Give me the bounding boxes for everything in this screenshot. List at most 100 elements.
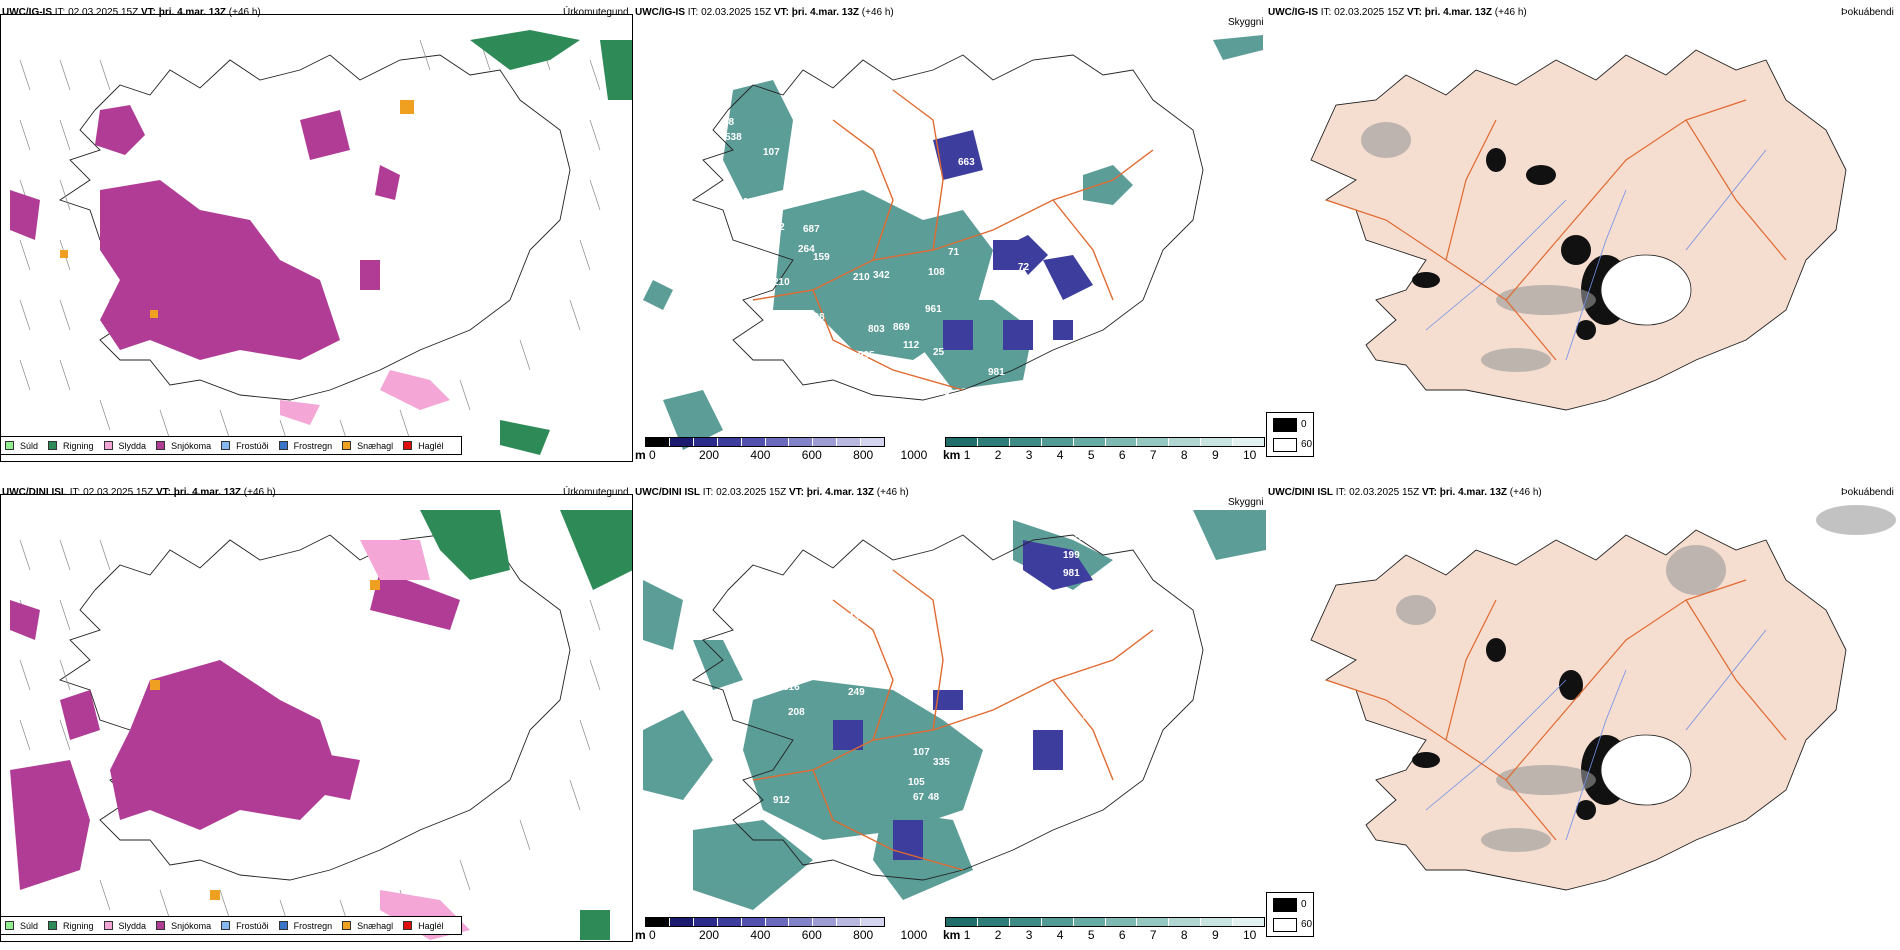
colorbar-swatch bbox=[789, 918, 814, 926]
precip-legend: Súld Rigning Slydda Snjókoma Frostúði Fr… bbox=[0, 916, 462, 935]
rain-areas bbox=[420, 510, 633, 940]
colorbar-swatch bbox=[1169, 918, 1202, 926]
fog-panel-bottom: UWC/DINI ISL IT: 02.03.2025 15Z VT: þri.… bbox=[1266, 480, 1900, 950]
sleet-areas bbox=[280, 370, 450, 425]
cloud-base-label: 316 bbox=[783, 682, 800, 693]
cloud-base-label: 105 bbox=[908, 777, 925, 788]
colorbar-swatch bbox=[646, 438, 670, 446]
iceland-land bbox=[1310, 529, 1847, 891]
panel-title: Úrkomutegund bbox=[563, 487, 629, 498]
colorbar-swatch bbox=[977, 918, 1010, 926]
panel-title: Skyggni bbox=[1228, 17, 1264, 28]
cloud-base-label: 248 bbox=[913, 617, 930, 628]
colorbar-swatch bbox=[813, 438, 838, 446]
rivers bbox=[1425, 629, 1767, 841]
colorbar-swatch bbox=[837, 438, 862, 446]
fog-legend-light-label: 60 bbox=[1301, 439, 1313, 450]
colorbar-swatch bbox=[765, 438, 790, 446]
colorbar-swatch bbox=[946, 438, 978, 446]
cloud-base-label: 107 bbox=[913, 747, 930, 758]
cloud-base-label: 981 bbox=[1128, 568, 1145, 579]
legend-item: Haglél bbox=[403, 921, 444, 931]
colorbar-swatch bbox=[1105, 918, 1138, 926]
legend-swatch bbox=[278, 441, 288, 450]
cloud-base-label: 869 bbox=[893, 322, 910, 333]
low-cloud-areas bbox=[833, 540, 1093, 860]
cloud-base-label: 107 bbox=[763, 147, 780, 158]
cloud-base-label: 46 bbox=[1073, 327, 1085, 338]
cloud-base-label: 85 bbox=[913, 362, 925, 373]
cloud-base-label: 210 bbox=[773, 277, 790, 288]
cloud-base-label: 71 bbox=[948, 247, 960, 258]
legend-item: Slydda bbox=[103, 921, 146, 931]
cloud-base-label: 199 bbox=[1063, 550, 1080, 561]
legend-swatch bbox=[156, 921, 166, 930]
low-cloud-areas bbox=[933, 130, 1093, 350]
iceland-outline bbox=[58, 534, 571, 881]
cloud-panel-top: UWC/IG-IS IT: 02.03.2025 15Z VT: þri. 4.… bbox=[633, 0, 1266, 470]
colorbar-swatch bbox=[1105, 438, 1138, 446]
colorbar-swatch bbox=[1009, 438, 1042, 446]
colorbar-swatch bbox=[669, 918, 694, 926]
cloud-base-label: 46 bbox=[1083, 712, 1095, 723]
legend-swatch bbox=[221, 921, 231, 930]
cloud-base-label: 85 bbox=[908, 382, 920, 393]
visibility-colorbar bbox=[945, 917, 1265, 927]
panel-header: UWC/DINI ISL IT: 02.03.2025 15Z VT: þri.… bbox=[635, 487, 909, 498]
cloud-panel-bottom: UWC/DINI ISL IT: 02.03.2025 15Z VT: þri.… bbox=[633, 480, 1266, 950]
cloud-base-colorbar bbox=[645, 437, 885, 447]
roads bbox=[1325, 99, 1787, 361]
legend-item: Snæhagl bbox=[342, 921, 393, 931]
cloud-base-label: 72 bbox=[1018, 262, 1030, 273]
road-network bbox=[752, 569, 1154, 871]
precip-type-panel-top: UWC/IG-IS IT: 02.03.2025 15Z VT: þri. 4.… bbox=[0, 0, 633, 470]
colorbar-swatch bbox=[946, 918, 978, 926]
legend-swatch bbox=[5, 921, 14, 930]
cloud-base-label: 538 bbox=[725, 132, 742, 143]
fog-map bbox=[1310, 505, 1896, 891]
precip-type-panel-bottom: UWC/DINI ISL IT: 02.03.2025 15Z VT: þri.… bbox=[0, 480, 633, 950]
panel-header: UWC/IG-IS IT: 02.03.2025 15Z VT: þri. 4.… bbox=[2, 7, 261, 18]
colorbar-swatch bbox=[717, 918, 742, 926]
legend-item: Haglél bbox=[403, 441, 444, 451]
cloud-base-label: 71 bbox=[1013, 637, 1025, 648]
cloud-base-label: 78 bbox=[768, 597, 780, 608]
fog-legend-dark-label: 0 bbox=[1301, 899, 1307, 910]
visibility-colorbar bbox=[945, 437, 1265, 447]
cloud-base-label: 48 bbox=[928, 792, 940, 803]
colorbar-swatch bbox=[1233, 438, 1265, 446]
legend-swatch bbox=[342, 921, 352, 930]
cloud-base-label: 25 bbox=[933, 347, 945, 358]
rivers bbox=[1425, 149, 1767, 361]
cloud-base-label: 803 bbox=[868, 324, 885, 335]
legend-swatch bbox=[278, 921, 288, 930]
fog-legend-light-label: 60 bbox=[1301, 919, 1313, 930]
legend-item: Rigning bbox=[48, 921, 94, 931]
cloud-base-label: 282 bbox=[878, 610, 895, 621]
fog-haze bbox=[1396, 505, 1896, 852]
legend-swatch bbox=[103, 441, 113, 450]
cloud-base-label: 451 bbox=[753, 222, 770, 233]
colorbar-swatch bbox=[861, 438, 885, 446]
cloud-base-label: 660 bbox=[783, 347, 800, 358]
glacier bbox=[1600, 734, 1692, 806]
cloud-base-label: 981 bbox=[1063, 568, 1080, 579]
visibility-areas bbox=[643, 510, 1266, 910]
legend-swatch bbox=[342, 441, 352, 450]
cloud-base-label: 995 bbox=[858, 350, 875, 361]
precip-type-map bbox=[10, 510, 633, 940]
panel-title: Úrkomutegund bbox=[563, 7, 629, 18]
fog-haze bbox=[1361, 122, 1596, 372]
colorbar-swatch bbox=[837, 918, 862, 926]
fog-legend-dark-label: 0 bbox=[1301, 419, 1307, 430]
legend-swatch bbox=[48, 921, 58, 930]
legend-swatch bbox=[103, 921, 113, 930]
colorbar-swatch bbox=[646, 918, 670, 926]
legend-item: Frostregn bbox=[278, 921, 332, 931]
fog-map bbox=[1310, 49, 1847, 411]
legend-swatch bbox=[403, 921, 413, 930]
colorbar-swatch bbox=[1169, 438, 1202, 446]
legend-item: Súld bbox=[5, 441, 38, 451]
